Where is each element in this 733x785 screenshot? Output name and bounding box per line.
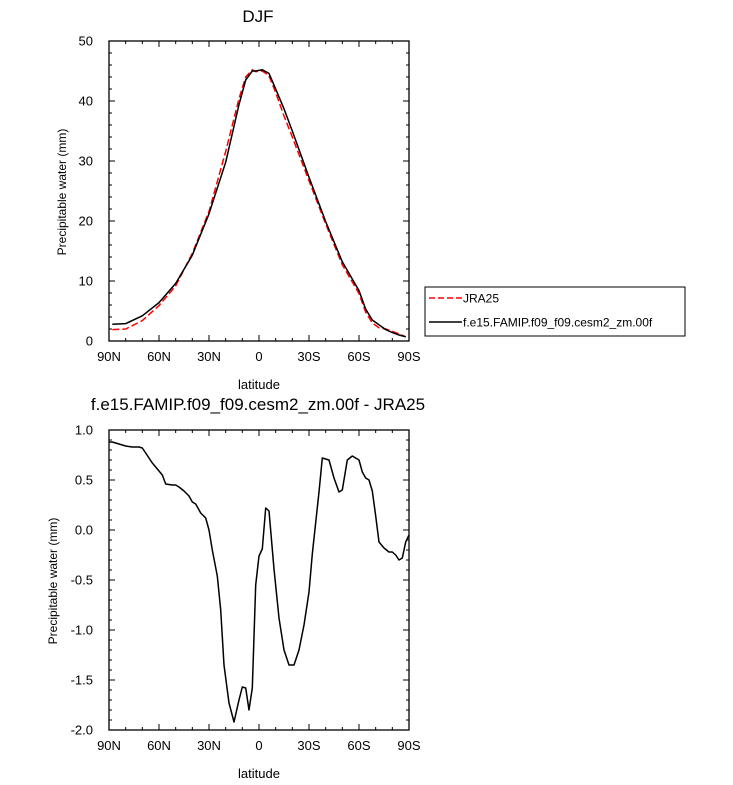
top-y-tick-label: 40: [79, 94, 93, 109]
bottom-plot-area: 90N 60N 30N 0 30S 60S 90S 1.0 0.5 0.0 -0.5 -1.0 -1.5…: [71, 423, 421, 754]
top-x-tick-label: 30N: [197, 349, 221, 364]
bottom-y-tick-label: -1.5: [71, 673, 93, 688]
top-x-tick-label: 90N: [97, 349, 121, 364]
bottom-x-tick-label: 0: [255, 738, 262, 753]
top-series-group: [112, 69, 407, 338]
bottom-x-tick-label: 30S: [297, 738, 320, 753]
top-y-tick-label: 0: [86, 334, 93, 349]
top-y-axis-label: Precipitable water (mm): [55, 129, 69, 256]
top-x-tick-label: 60N: [147, 349, 171, 364]
bottom-y-tick-label: 0.0: [75, 523, 93, 538]
top-x-tick-label: 0: [255, 349, 262, 364]
bottom-y-tick-label: 1.0: [75, 423, 93, 438]
top-x-tick-label: 60S: [347, 349, 370, 364]
top-y-tick-label: 50: [79, 34, 93, 49]
bottom-x-tick-label: 90S: [397, 738, 420, 753]
bottom-x-tick-label: 60S: [347, 738, 370, 753]
bottom-y-tick-label: 0.5: [75, 473, 93, 488]
bottom-y-tick-label: -0.5: [71, 573, 93, 588]
top-series-line-jra25: [112, 69, 407, 338]
legend-label-cesm2: f.e15.FAMIP.f09_f09.cesm2_zm.00f: [463, 316, 653, 330]
legend: JRA25 f.e15.FAMIP.f09_f09.cesm2_zm.00f: [424, 286, 686, 337]
bottom-x-tick-label: 30N: [197, 738, 221, 753]
top-chart-title: DJF: [242, 7, 273, 26]
top-x-tick-label: 30S: [297, 349, 320, 364]
bottom-y-tick-label: -2.0: [71, 723, 93, 738]
bottom-y-axis-label: Precipitable water (mm): [46, 518, 60, 645]
legend-box: [424, 286, 686, 337]
top-series-line-f-e15-famip-f09-f09-cesm2-zm-00f: [112, 69, 406, 338]
bottom-x-tick-label: 90N: [97, 738, 121, 753]
top-x-axis-label: latitude: [238, 377, 280, 392]
bottom-panel: f.e15.FAMIP.f09_f09.cesm2_zm.00f - JRA25…: [46, 395, 425, 781]
top-y-tick-label: 30: [79, 154, 93, 169]
bottom-series-group: [109, 441, 409, 723]
top-panel: DJF 90N 60N 30N 0 30S 60S 90S 0 10 20 30 40 50 latit…: [55, 7, 421, 392]
bottom-x-tick-label: 60N: [147, 738, 171, 753]
top-y-tick-label: 10: [79, 274, 93, 289]
legend-label-jra25: JRA25: [463, 292, 499, 306]
top-x-tick-label: 90S: [397, 349, 420, 364]
top-plot-area: 90N 60N 30N 0 30S 60S 90S 0 10 20 30 40 50: [79, 34, 421, 365]
bottom-series-line-0: [109, 441, 409, 723]
bottom-x-axis-label: latitude: [238, 766, 280, 781]
bottom-y-tick-label: -1.0: [71, 623, 93, 638]
bottom-chart-title: f.e15.FAMIP.f09_f09.cesm2_zm.00f - JRA25: [91, 395, 425, 414]
top-y-tick-label: 20: [79, 214, 93, 229]
